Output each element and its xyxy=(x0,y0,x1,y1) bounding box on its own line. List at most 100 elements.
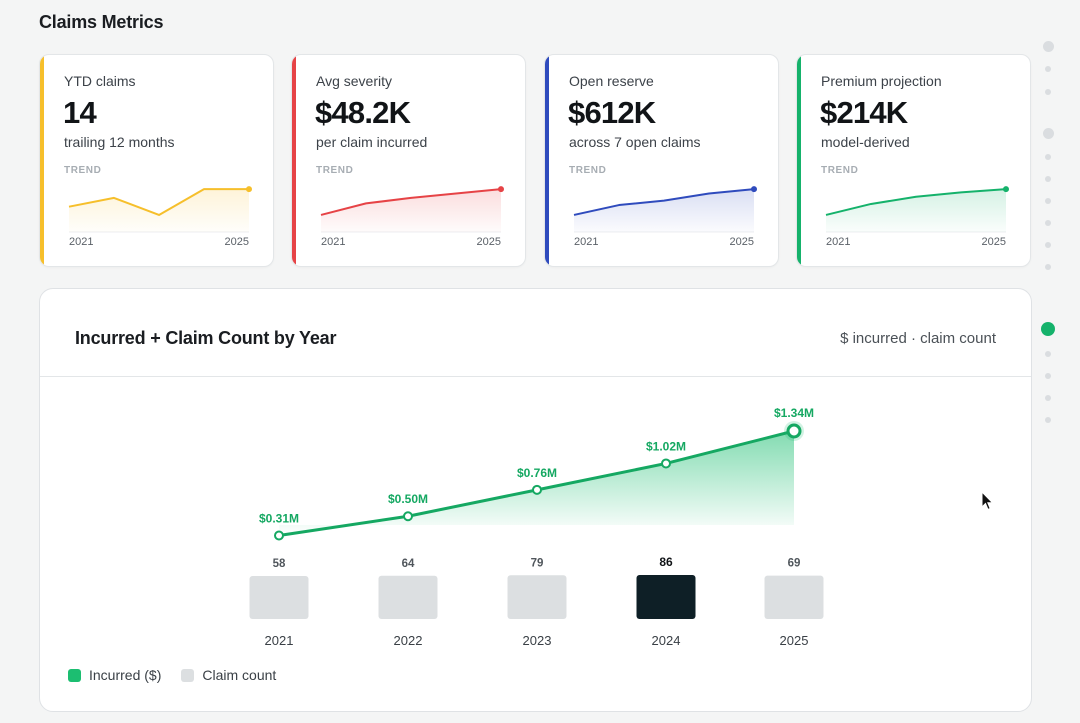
rail-dot[interactable] xyxy=(1045,89,1051,95)
kpi-accent xyxy=(797,55,801,266)
rail-dot[interactable] xyxy=(1042,40,1054,52)
kpi-label: Avg severity xyxy=(316,73,392,89)
rail-dot[interactable] xyxy=(1045,220,1051,226)
claim-count-bar-2021 xyxy=(249,576,309,619)
x-tick-label-2023: 2023 xyxy=(523,633,552,648)
sparkline-line xyxy=(68,188,249,216)
rail-dot[interactable] xyxy=(1045,417,1051,423)
trend-year-end: 2025 xyxy=(729,236,754,248)
incurred-point-2025 xyxy=(786,423,802,439)
incurred-point-2024 xyxy=(661,458,671,469)
chart-card-header: Incurred + Claim Count by Year $ incurre… xyxy=(40,289,1031,377)
x-tick-label-2024: 2024 xyxy=(652,633,681,648)
kpi-subtext: trailing 12 months xyxy=(64,134,175,150)
kpi-value: $214K xyxy=(820,95,908,130)
mouse-cursor-icon xyxy=(981,491,994,511)
sparkline-line xyxy=(573,188,755,216)
kpi-label: YTD claims xyxy=(64,73,136,89)
incurred-label-2021: $0.31M xyxy=(259,512,299,526)
incurred-point-2022 xyxy=(403,511,413,522)
kpi-label: Premium projection xyxy=(821,73,942,89)
incurred-label-2025: $1.34M xyxy=(774,406,814,420)
kpi-value: $612K xyxy=(568,95,656,130)
chart-subtitle: $ incurred · claim count xyxy=(840,330,996,347)
trend-sparkline xyxy=(320,186,504,233)
sparkline-end-point xyxy=(498,186,504,193)
kpi-value: 14 xyxy=(63,95,97,130)
rail-dot[interactable] xyxy=(1045,242,1051,248)
claim-count-bar-2023 xyxy=(507,575,567,619)
chart-legend: Incurred ($) Claim count xyxy=(68,667,276,683)
kpi-subtext: per claim incurred xyxy=(316,134,428,150)
claim-count-bar-2022 xyxy=(378,575,438,619)
incurred-claims-chart-card: Incurred + Claim Count by Year $ incurre… xyxy=(39,288,1032,712)
legend-item-claim-count[interactable]: Claim count xyxy=(181,667,276,683)
kpi-accent xyxy=(292,55,296,266)
trend-year-end: 2025 xyxy=(476,236,501,248)
sparkline-area xyxy=(574,189,754,232)
rail-dot[interactable] xyxy=(1045,198,1051,204)
claim-count-bar-2025 xyxy=(764,575,824,619)
kpi-accent xyxy=(545,55,549,266)
kpi-subtext: across 7 open claims xyxy=(569,134,701,150)
sparkline-end-point xyxy=(751,186,757,193)
kpi-value: $48.2K xyxy=(315,95,411,130)
x-tick-label-2021: 2021 xyxy=(265,633,294,648)
chart-title: Incurred + Claim Count by Year xyxy=(75,328,337,348)
rail-dot[interactable] xyxy=(1045,264,1051,270)
claim-count-label-2025: 69 xyxy=(788,558,801,570)
rail-dot[interactable] xyxy=(1045,351,1051,357)
sparkline-line xyxy=(825,188,1007,216)
sparkline-area xyxy=(826,189,1006,232)
rail-dot[interactable] xyxy=(1042,127,1054,139)
claim-count-bar-2024 xyxy=(636,575,696,619)
claim-count-label-2024: 86 xyxy=(659,555,673,569)
incurred-label-2022: $0.50M xyxy=(388,492,428,506)
trend-sparkline xyxy=(573,186,757,233)
sparkline-area xyxy=(321,189,501,232)
incurred-claims-chart: 58 64 79 86 69 2021 2022 2023 2024 2025 $0.31M $0.5… xyxy=(249,406,824,648)
rail-dot[interactable] xyxy=(1045,373,1051,379)
kpi-subtext: model-derived xyxy=(821,134,910,150)
legend-item-incurred[interactable]: Incurred ($) xyxy=(68,667,161,683)
trend-label: TREND xyxy=(64,165,102,176)
legend-label-incurred: Incurred ($) xyxy=(89,667,162,683)
x-tick-label-2025: 2025 xyxy=(780,633,809,648)
trend-year-start: 2021 xyxy=(826,236,851,248)
x-tick-label-2022: 2022 xyxy=(394,633,423,648)
trend-label: TREND xyxy=(316,165,354,176)
incurred-point-2023 xyxy=(532,484,542,495)
legend-label-claim-count: Claim count xyxy=(202,667,277,683)
incurred-point-2021 xyxy=(274,530,284,541)
rail-dot-active[interactable] xyxy=(1041,322,1055,336)
trend-year-start: 2021 xyxy=(321,236,346,248)
trend-year-end: 2025 xyxy=(224,236,249,248)
sparkline-end-point xyxy=(1003,186,1009,193)
rail-dot[interactable] xyxy=(1045,176,1051,182)
legend-swatch-claim-count xyxy=(181,668,195,682)
page-title: Claims Metrics xyxy=(39,12,164,32)
trend-year-end: 2025 xyxy=(981,236,1006,248)
kpi-card-premium-projection[interactable]: Premium projection $214K model-derived T… xyxy=(796,54,1031,267)
kpi-card-ytd-claims[interactable]: YTD claims 14 trailing 12 months TREND 2… xyxy=(39,54,274,267)
kpi-row: YTD claims 14 trailing 12 months TREND 2… xyxy=(39,54,1032,267)
trend-sparkline xyxy=(68,186,252,233)
rail-dot[interactable] xyxy=(1045,395,1051,401)
kpi-accent xyxy=(40,55,44,266)
sparkline-end-point xyxy=(246,186,252,193)
incurred-label-2023: $0.76M xyxy=(517,466,557,480)
trend-year-start: 2021 xyxy=(69,236,94,248)
kpi-card-avg-severity[interactable]: Avg severity $48.2K per claim incurred T… xyxy=(291,54,526,267)
claim-count-label-2021: 58 xyxy=(273,558,286,570)
rail-dot[interactable] xyxy=(1045,154,1051,160)
claim-count-label-2023: 79 xyxy=(531,557,544,569)
incurred-area xyxy=(279,431,794,536)
trend-label: TREND xyxy=(821,165,859,176)
sparkline-area xyxy=(69,189,249,232)
incurred-label-2024: $1.02M xyxy=(646,439,686,453)
trend-year-start: 2021 xyxy=(574,236,599,248)
section-scroll-rail[interactable] xyxy=(1038,38,1058,438)
kpi-card-open-reserve[interactable]: Open reserve $612K across 7 open claims … xyxy=(544,54,779,267)
claim-count-label-2022: 64 xyxy=(402,558,415,570)
rail-dot[interactable] xyxy=(1045,66,1051,72)
